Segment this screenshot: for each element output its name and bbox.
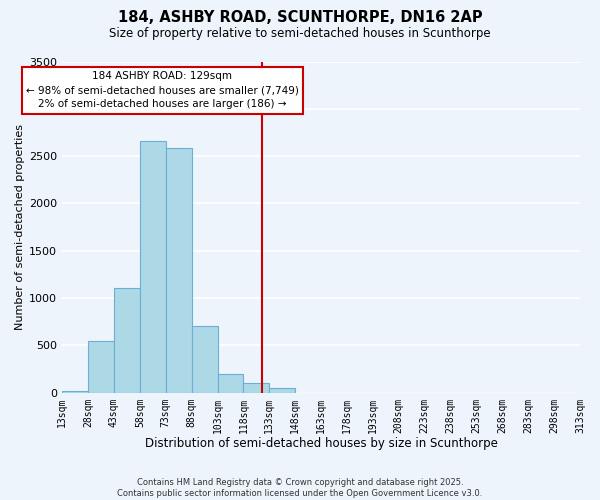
Text: Contains HM Land Registry data © Crown copyright and database right 2025.
Contai: Contains HM Land Registry data © Crown c… — [118, 478, 482, 498]
Y-axis label: Number of semi-detached properties: Number of semi-detached properties — [15, 124, 25, 330]
Bar — [244, 383, 269, 392]
Bar — [269, 388, 295, 392]
Bar — [140, 141, 166, 393]
Bar — [166, 148, 191, 392]
Bar — [191, 326, 218, 392]
Bar — [218, 374, 244, 392]
X-axis label: Distribution of semi-detached houses by size in Scunthorpe: Distribution of semi-detached houses by … — [145, 437, 497, 450]
Text: 184, ASHBY ROAD, SCUNTHORPE, DN16 2AP: 184, ASHBY ROAD, SCUNTHORPE, DN16 2AP — [118, 10, 482, 25]
Text: Size of property relative to semi-detached houses in Scunthorpe: Size of property relative to semi-detach… — [109, 28, 491, 40]
Text: 184 ASHBY ROAD: 129sqm
← 98% of semi-detached houses are smaller (7,749)
2% of s: 184 ASHBY ROAD: 129sqm ← 98% of semi-det… — [26, 72, 299, 110]
Bar — [88, 340, 114, 392]
Bar — [62, 391, 88, 392]
Bar — [114, 288, 140, 393]
